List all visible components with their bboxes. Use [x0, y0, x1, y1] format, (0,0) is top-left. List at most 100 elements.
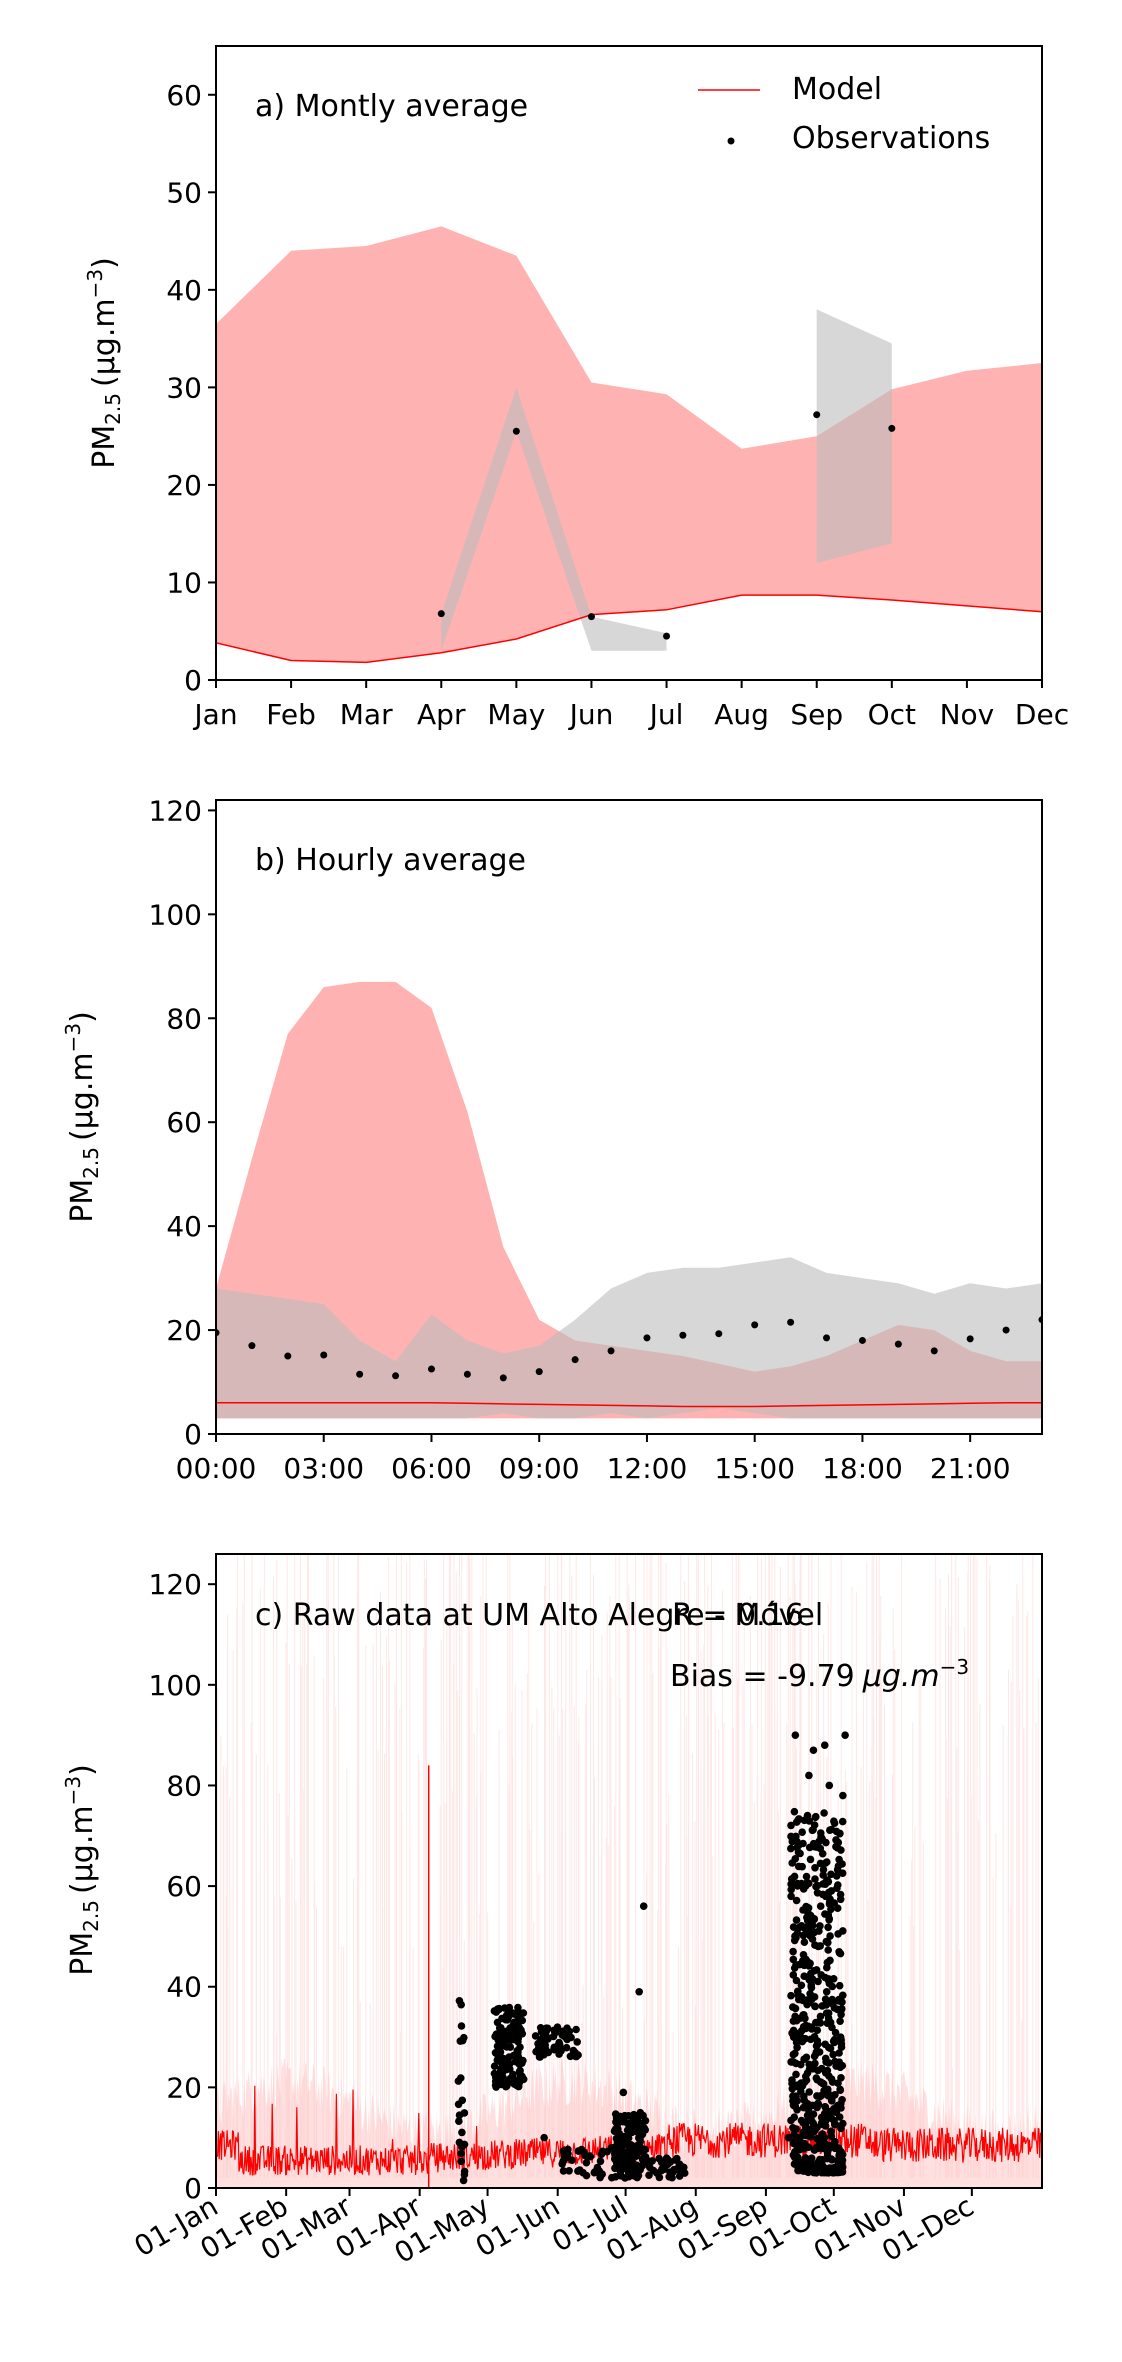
observation-point	[808, 1975, 817, 1983]
observation-point	[836, 2086, 845, 2094]
raw-ytick-label: 100	[149, 1669, 202, 1702]
monthly-xtick-label: Sep	[790, 698, 843, 731]
observation-point	[837, 2074, 845, 2082]
observation-point	[569, 2046, 578, 2055]
monthly-ytick-label: 60	[166, 79, 202, 112]
observation-point	[789, 1971, 798, 1979]
observation-point	[811, 2002, 819, 2010]
observation-point	[798, 2035, 807, 2043]
observation-point	[837, 2100, 845, 2108]
raw-r-value: R = 0.16	[672, 1598, 804, 1633]
model-spread-spikes	[217, 1554, 1039, 2178]
observation-point	[458, 2128, 466, 2137]
monthly-xtick-label: Aug	[714, 698, 769, 731]
observation-point	[787, 1318, 795, 1326]
observation-point	[812, 1966, 821, 1974]
monthly-ticks: 0 10 20 30 40 50 60 Jan Feb Mar Apr May Jun Jul Aug Sep…	[166, 79, 1069, 731]
raw-ytick-label: 60	[166, 1870, 202, 1903]
observation-point	[794, 1987, 802, 1996]
legend-observations-marker	[727, 137, 735, 145]
observation-point	[803, 1811, 812, 1820]
observation-point	[572, 2025, 580, 2034]
observation-point	[617, 2172, 625, 2180]
observation-point	[506, 2043, 515, 2051]
observation-point	[636, 2137, 644, 2146]
observation-point	[284, 1352, 292, 1360]
observation-point	[822, 2058, 830, 2066]
observation-point	[833, 1904, 842, 1912]
observation-point	[824, 1923, 832, 1932]
observation-point	[793, 1879, 802, 1888]
panel-monthly: 0 10 20 30 40 50 60 Jan Feb Mar Apr May Jun Jul Aug Sep…	[83, 45, 1069, 731]
observation-point	[715, 1330, 723, 1338]
observation-point	[540, 2133, 548, 2142]
hourly-xtick-label: 09:00	[499, 1452, 580, 1485]
observation-point	[816, 1942, 824, 1950]
observation-point	[838, 1998, 846, 2006]
observation-point	[827, 2155, 836, 2163]
observation-point	[787, 1892, 795, 1901]
observation-point	[627, 2153, 635, 2161]
observation-point	[858, 1336, 866, 1344]
observation-point	[454, 2077, 463, 2085]
observation-point	[457, 2000, 466, 2009]
observation-point	[618, 2148, 627, 2157]
monthly-title: a) Montly average	[255, 89, 528, 124]
observation-point	[537, 2045, 546, 2053]
raw-ytick-label: 80	[166, 1769, 202, 1802]
observation-point	[634, 2171, 643, 2180]
observation-point	[837, 2124, 845, 2133]
observation-point	[894, 1340, 902, 1348]
observation-point	[812, 2018, 820, 2027]
observation-point	[791, 2049, 799, 2058]
observation-point	[815, 1927, 823, 1935]
observation-point	[800, 1938, 809, 1946]
observation-point	[787, 1991, 795, 2000]
raw-ytick-label: 40	[166, 1971, 202, 2004]
observation-point	[663, 632, 671, 640]
observation-point	[610, 2143, 619, 2152]
observation-point	[826, 1956, 834, 1965]
hourly-xtick-label: 18:00	[822, 1452, 903, 1485]
raw-ticks: 02040608010012001-Jan01-Feb01-Mar01-Apr0…	[129, 1568, 980, 2270]
observation-point	[831, 2137, 839, 2146]
observation-point	[823, 1963, 831, 1972]
observation-point	[576, 2166, 584, 2174]
hourly-ytick-label: 40	[166, 1210, 202, 1243]
observation-point	[799, 2119, 808, 2127]
observation-point	[499, 2032, 507, 2041]
hourly-plot-area	[216, 981, 1042, 1419]
observation-point	[562, 2149, 571, 2158]
observation-point	[492, 2030, 501, 2038]
observation-point	[787, 2116, 795, 2125]
observation-point	[827, 2132, 836, 2140]
observation-point	[831, 2144, 839, 2153]
observation-point	[539, 2030, 548, 2039]
observation-point	[813, 411, 821, 419]
observation-point	[669, 2168, 677, 2176]
observation-point	[799, 1906, 807, 1914]
observation-point	[630, 2162, 638, 2171]
observation-point	[820, 1741, 829, 1750]
observation-point	[356, 1370, 364, 1378]
monthly-ytick-label: 0	[184, 664, 202, 697]
observation-point	[930, 1347, 938, 1355]
model-range-band	[216, 226, 1042, 663]
observation-point	[659, 2161, 668, 2169]
observation-point	[552, 2026, 561, 2034]
monthly-legend: Model Observations	[698, 72, 990, 156]
observation-point	[788, 1859, 796, 1867]
observation-point	[798, 2082, 807, 2090]
observation-point	[830, 1819, 839, 1827]
observation-point	[632, 2152, 641, 2160]
observation-point	[821, 1880, 830, 1888]
observation-point	[823, 2085, 832, 2094]
observation-point	[499, 1374, 507, 1382]
observation-point	[818, 2130, 826, 2138]
observation-point	[514, 2008, 522, 2017]
observation-point	[653, 2169, 661, 2177]
observation-point	[460, 2109, 469, 2117]
observation-point	[792, 2070, 800, 2079]
observation-point	[823, 1334, 831, 1342]
observation-point	[834, 1862, 843, 1870]
